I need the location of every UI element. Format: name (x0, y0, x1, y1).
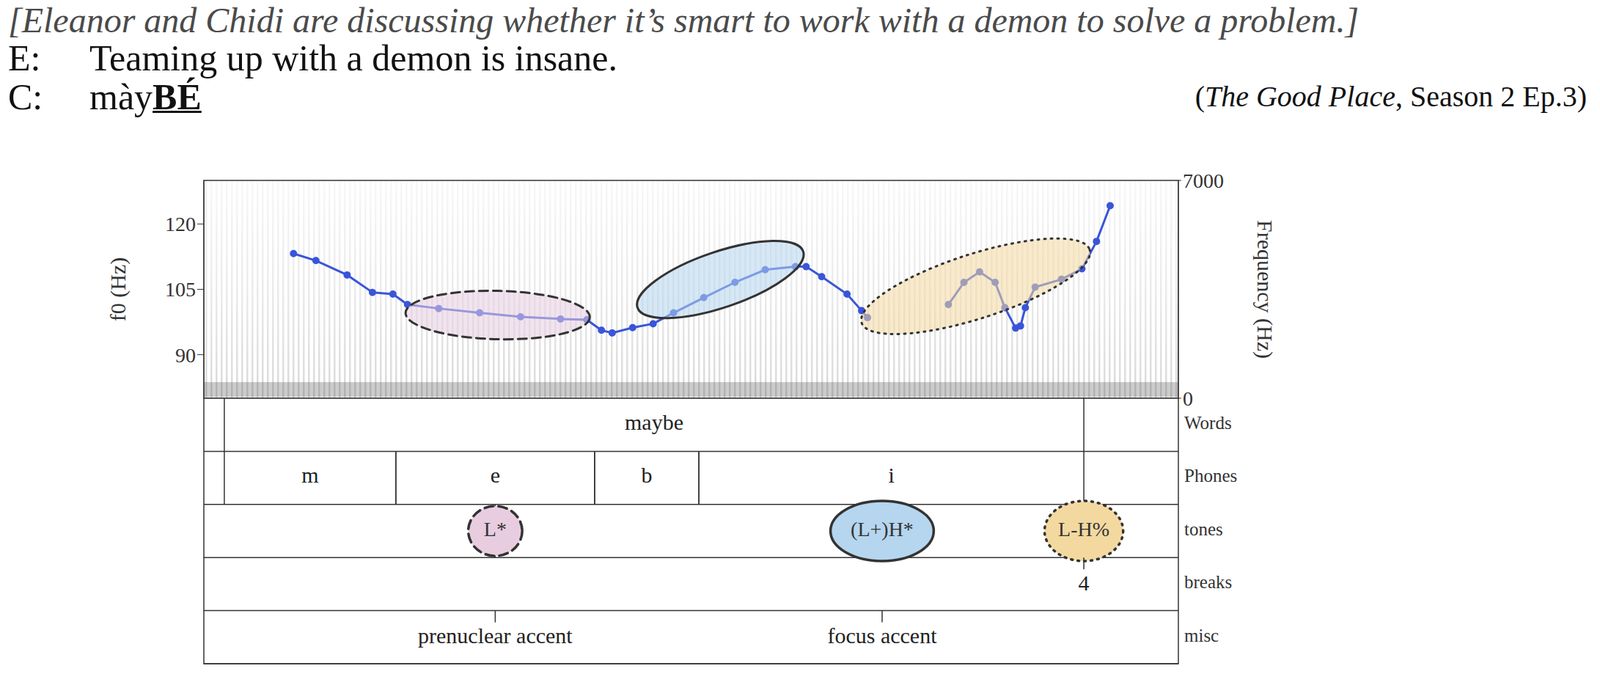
svg-text:tones: tones (1184, 519, 1224, 539)
html-text:mày BÉ: mày BÉ (89, 76, 202, 118)
svg-text:m: m (301, 462, 319, 487)
svg-text:breaks: breaks (1184, 571, 1232, 592)
svg-text:4: 4 (1078, 570, 1090, 595)
svg-text:0: 0 (1182, 387, 1194, 410)
svg-text:L-H%: L-H% (1058, 517, 1110, 541)
svg-text:Words: Words (1184, 412, 1232, 433)
svg-text:prenuclear accent: prenuclear accent (417, 623, 573, 648)
svg-text:90: 90 (175, 343, 196, 367)
svg-text:i: i (887, 462, 894, 487)
html-text:E:: E: (8, 37, 41, 79)
html-text:C:: C: (8, 76, 43, 118)
svg-text:L*: L* (483, 517, 507, 541)
svg-text:maybe: maybe (624, 409, 684, 435)
svg-text:Frequency (Hz): Frequency (Hz) (1252, 219, 1278, 359)
svg-text:b: b (641, 462, 653, 487)
svg-text:focus accent: focus accent (827, 623, 938, 648)
html-text:(The Good Place, Season 2 Ep.3: (The Good Place, Season 2 Ep.3) (1194, 79, 1587, 113)
svg-text:e: e (490, 462, 501, 487)
svg-text:105: 105 (164, 277, 196, 301)
svg-text:(L+)H*: (L+)H* (850, 517, 914, 541)
svg-text:f0 (Hz): f0 (Hz) (105, 257, 131, 322)
html-text:[Eleanor and Chidi are discuss: [Eleanor and Chidi are discussing whethe… (8, 0, 1359, 40)
html-text:Teaming up with a demon is ins: Teaming up with a demon is insane. (89, 37, 618, 79)
svg-text:misc: misc (1184, 625, 1219, 646)
svg-text:Phones: Phones (1184, 465, 1238, 486)
svg-text:120: 120 (164, 212, 196, 236)
svg-text:7000: 7000 (1182, 169, 1224, 193)
